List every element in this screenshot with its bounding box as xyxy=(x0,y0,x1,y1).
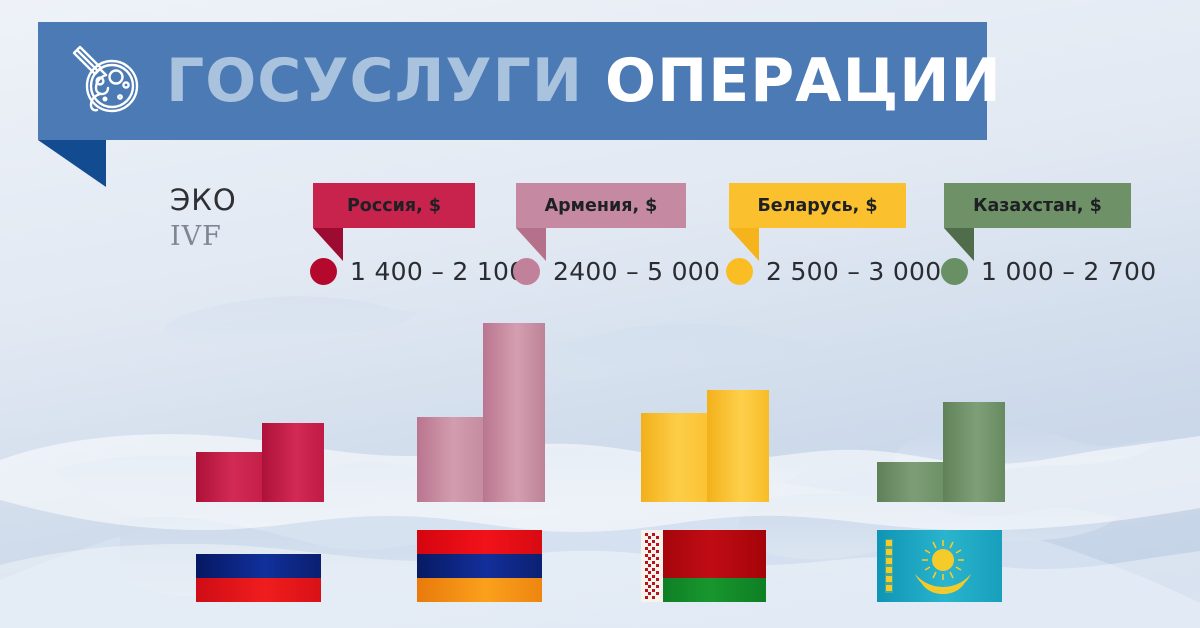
procedure-label: ЭКО IVF xyxy=(170,183,237,252)
bar-armenia-min xyxy=(417,417,483,502)
kazakhstan-emblem xyxy=(885,539,971,594)
legend-value-text: 1 400 – 2 100 xyxy=(350,257,526,286)
belarus-flag xyxy=(641,530,766,602)
legend-item-belarus: Беларусь, $ xyxy=(729,183,906,261)
flag-stripe xyxy=(196,530,321,554)
procedure-name-ru: ЭКО xyxy=(170,183,237,217)
legend-item-kazakhstan: Казахстан, $ xyxy=(944,183,1131,261)
legend-dot-armenia xyxy=(513,258,540,285)
title-part-2: ОПЕРАЦИИ xyxy=(605,46,1002,116)
flag-stripe xyxy=(417,554,542,578)
procedure-name-en: IVF xyxy=(170,221,222,252)
legend-value-armenia: 2400 – 5 000 xyxy=(513,257,720,286)
country-badge-belarus[interactable]: Беларусь, $ xyxy=(729,183,906,261)
bar-group-belarus xyxy=(641,390,769,502)
bar-kazakhstan-min xyxy=(877,462,943,502)
legend-value-belarus: 2 500 – 3 000 xyxy=(726,257,941,286)
legend-dot-belarus xyxy=(726,258,753,285)
country-badge-kazakhstan[interactable]: Казахстан, $ xyxy=(944,183,1131,261)
country-badge-russia[interactable]: Россия, $ xyxy=(313,183,475,261)
legend-value-text: 1 000 – 2 700 xyxy=(981,257,1157,286)
page-title: ГОСУСЛУГИ ОПЕРАЦИИ xyxy=(166,46,1002,116)
bar-kazakhstan-max xyxy=(943,402,1005,502)
petri-dish-ivf-icon xyxy=(72,45,139,113)
bar-russia-min xyxy=(196,452,262,502)
legend-item-armenia: Армения, $ xyxy=(516,183,686,261)
bar-belarus-min xyxy=(641,413,707,502)
legend-value-kazakhstan: 1 000 – 2 700 xyxy=(941,257,1156,286)
flag-stripe xyxy=(196,578,321,602)
flag-stripe xyxy=(417,578,542,602)
kazakhstan-flag xyxy=(877,530,1002,602)
country-badge-label: Россия, $ xyxy=(346,195,441,216)
flag-stripe xyxy=(417,530,542,554)
legend-dot-kazakhstan xyxy=(941,258,968,285)
bar-belarus-max xyxy=(707,390,769,502)
country-badge-armenia[interactable]: Армения, $ xyxy=(516,183,686,261)
legend-dot-russia xyxy=(310,258,337,285)
header-banner: ГОСУСЛУГИ ОПЕРАЦИИ xyxy=(38,22,1001,140)
country-badge-label: Армения, $ xyxy=(544,195,658,216)
bar-russia-max xyxy=(262,423,324,502)
legend-value-russia: 1 400 – 2 100 xyxy=(310,257,525,286)
country-badge-label: Беларусь, $ xyxy=(757,195,878,216)
bar-group-armenia xyxy=(417,323,545,502)
title-part-1: ГОСУСЛУГИ xyxy=(166,46,584,116)
legend-item-russia: Россия, $ xyxy=(313,183,475,261)
legend-value-text: 2400 – 5 000 xyxy=(553,257,721,286)
russia-flag xyxy=(196,530,321,602)
bar-armenia-max xyxy=(483,323,545,502)
country-badge-label: Казахстан, $ xyxy=(973,195,1102,216)
legend-value-text: 2 500 – 3 000 xyxy=(766,257,942,286)
bar-group-russia xyxy=(196,423,324,502)
flag-stripe xyxy=(196,554,321,578)
legend: Россия, $ 1 400 – 2 100 Армения, $ 2400 … xyxy=(0,183,1200,293)
armenia-flag xyxy=(417,530,542,602)
bar-group-kazakhstan xyxy=(877,402,1005,502)
belarus-ornament xyxy=(641,530,663,602)
